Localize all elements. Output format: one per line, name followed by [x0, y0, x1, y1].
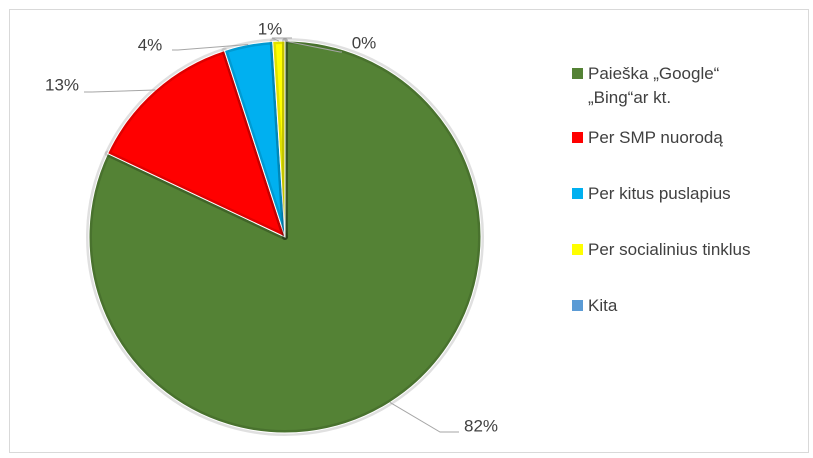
leader-line	[172, 43, 249, 51]
data-label: 82%	[464, 416, 498, 435]
data-label: 4%	[138, 35, 163, 54]
legend-item: Paieška „Google“ „Bing“ar kt.	[572, 62, 807, 110]
legend-item: Per socialinius tinklus	[572, 238, 807, 262]
legend-swatch	[572, 68, 583, 79]
leader-line	[389, 402, 459, 433]
legend-label: Per SMP nuorodą	[588, 128, 723, 147]
data-label: 13%	[45, 75, 79, 94]
legend-label: Per socialinius tinklus	[588, 240, 751, 259]
legend-item: Kita	[572, 294, 807, 318]
legend-label: Per kitus puslapius	[588, 184, 731, 203]
legend-swatch	[572, 132, 583, 143]
chart-frame	[9, 9, 809, 453]
legend-swatch	[572, 188, 583, 199]
slice-separator	[88, 40, 482, 434]
legend-swatch	[572, 244, 583, 255]
legend-swatch	[572, 300, 583, 311]
legend-label: Paieška „Google“ „Bing“ar kt.	[588, 64, 720, 107]
data-label: 0%	[352, 33, 377, 52]
leader-line	[284, 40, 342, 53]
data-label: 1%	[258, 19, 283, 38]
legend: Paieška „Google“ „Bing“ar kt. Per SMP nuo…	[572, 62, 807, 318]
legend-item: Per kitus puslapius	[572, 182, 807, 206]
leader-line	[84, 89, 156, 93]
legend-item: Per SMP nuorodą	[572, 126, 807, 150]
leader-line	[271, 37, 292, 42]
slice-separator	[106, 49, 286, 238]
legend-label: Kita	[588, 296, 618, 315]
